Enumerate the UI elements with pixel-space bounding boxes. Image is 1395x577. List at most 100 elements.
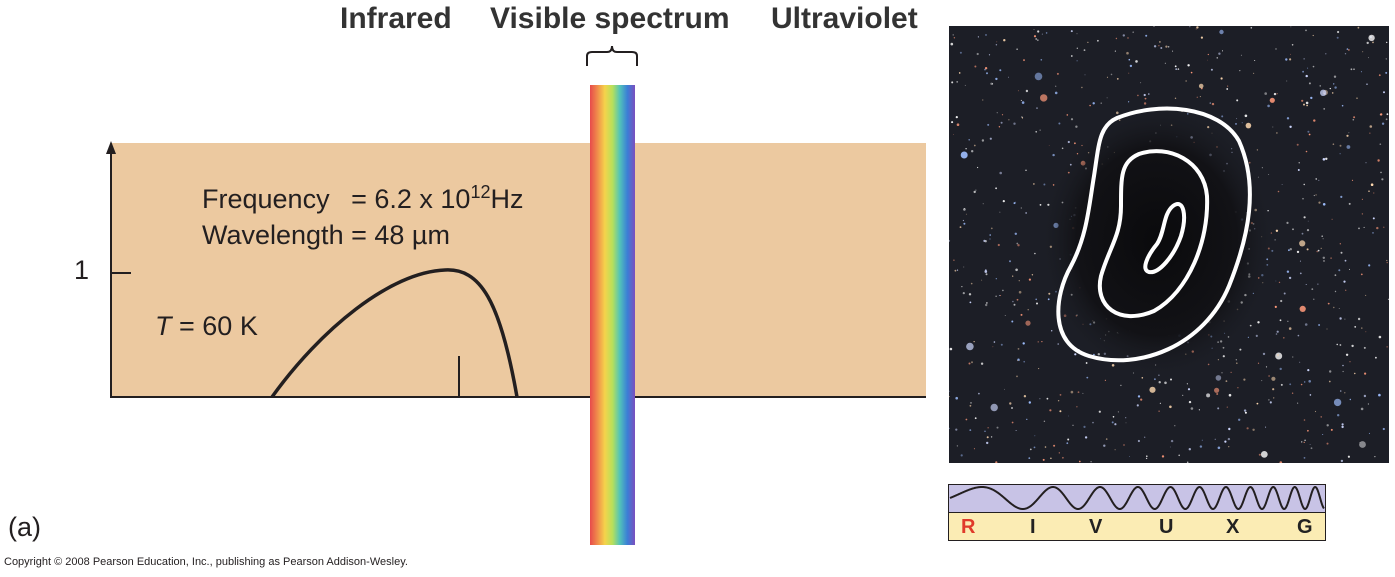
- star: [1299, 361, 1301, 363]
- star: [1039, 398, 1041, 400]
- star: [1290, 53, 1291, 55]
- star: [1268, 174, 1270, 176]
- frequency-label: Frequency: [202, 184, 330, 214]
- star: [1289, 383, 1292, 386]
- star: [1031, 274, 1034, 276]
- star: [1021, 116, 1023, 118]
- star: [1020, 313, 1023, 316]
- y-tick-label: 1: [74, 255, 90, 285]
- star: [1328, 380, 1331, 383]
- star: [1341, 104, 1344, 107]
- star: [1378, 74, 1381, 77]
- star: [1308, 82, 1311, 85]
- star: [1302, 70, 1304, 73]
- star: [1035, 131, 1037, 133]
- star: [986, 72, 988, 75]
- star: [1344, 392, 1346, 394]
- star: [1244, 114, 1248, 118]
- star: [1380, 171, 1382, 174]
- star: [970, 282, 973, 285]
- star: [982, 99, 984, 101]
- star: [1297, 402, 1299, 404]
- star: [1285, 58, 1288, 61]
- star: [1089, 104, 1091, 107]
- star: [1342, 364, 1344, 367]
- star: [1367, 403, 1369, 405]
- star: [1329, 87, 1331, 90]
- star: [1311, 288, 1314, 290]
- star: [1017, 244, 1020, 247]
- star: [1326, 328, 1328, 330]
- star: [1307, 130, 1310, 133]
- star: [1336, 343, 1338, 346]
- star: [1049, 409, 1052, 412]
- star: [996, 41, 998, 43]
- star: [1219, 29, 1224, 35]
- star: [1169, 405, 1172, 409]
- rivuxg-bar: [948, 484, 1326, 541]
- star: [1011, 320, 1014, 323]
- star: [1016, 298, 1019, 301]
- star: [1288, 327, 1292, 330]
- star: [1011, 421, 1014, 424]
- star: [1017, 358, 1020, 361]
- star: [1185, 80, 1187, 82]
- star: [1273, 92, 1277, 96]
- star: [1372, 232, 1374, 234]
- star: [970, 402, 972, 404]
- star: [1149, 386, 1156, 393]
- star: [1036, 39, 1039, 42]
- star: [1292, 356, 1294, 358]
- star: [1279, 461, 1283, 463]
- star: [1037, 30, 1040, 33]
- star: [1288, 249, 1290, 252]
- star: [1040, 59, 1043, 61]
- star: [1309, 444, 1311, 445]
- star: [1306, 248, 1309, 251]
- star: [1275, 229, 1279, 232]
- star: [1304, 439, 1306, 442]
- star: [995, 44, 998, 46]
- star: [1172, 50, 1174, 52]
- star: [1120, 384, 1122, 387]
- star: [1378, 393, 1381, 397]
- star: [1092, 421, 1094, 424]
- star: [1272, 126, 1274, 128]
- star: [1320, 416, 1322, 418]
- star: [1246, 427, 1249, 430]
- star: [1272, 388, 1275, 391]
- star: [984, 67, 988, 70]
- star: [1076, 47, 1078, 49]
- star: [1322, 238, 1324, 240]
- star: [1227, 437, 1231, 441]
- star: [987, 427, 989, 429]
- star: [1129, 64, 1133, 68]
- star: [1033, 446, 1036, 449]
- star: [1226, 88, 1229, 90]
- star: [956, 269, 959, 271]
- star: [1114, 423, 1117, 426]
- star: [1276, 330, 1279, 333]
- star: [1351, 179, 1354, 181]
- star: [949, 396, 950, 398]
- star: [974, 65, 977, 68]
- star: [1310, 447, 1313, 450]
- star: [1016, 375, 1018, 378]
- star: [1319, 85, 1321, 87]
- star: [1333, 398, 1342, 407]
- star: [973, 144, 976, 147]
- star: [1347, 455, 1350, 458]
- star: [1143, 102, 1147, 105]
- star: [995, 77, 998, 81]
- star: [955, 428, 958, 431]
- star: [1303, 183, 1305, 186]
- star: [1349, 361, 1351, 363]
- star: [1221, 372, 1223, 374]
- star: [1265, 366, 1268, 368]
- star: [1035, 298, 1037, 301]
- star: [1043, 420, 1046, 422]
- star: [1305, 101, 1309, 105]
- star: [1015, 201, 1017, 203]
- star: [1186, 461, 1189, 463]
- star: [977, 36, 979, 38]
